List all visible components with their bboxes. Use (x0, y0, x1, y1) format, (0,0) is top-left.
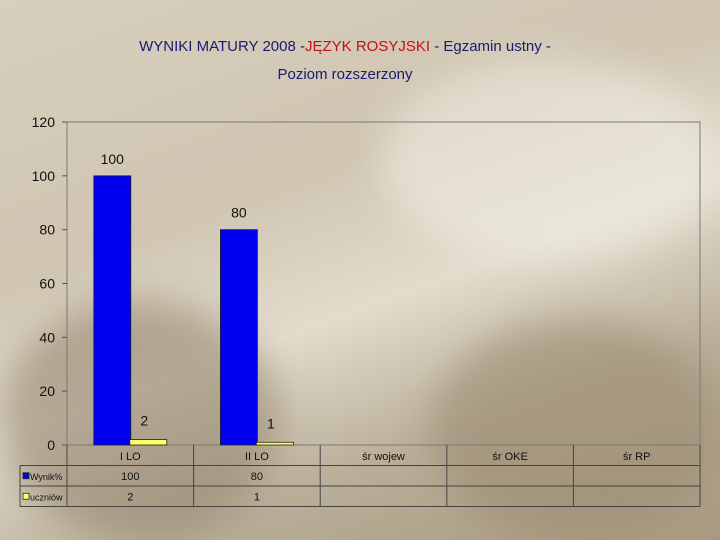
y-tick-label: 80 (39, 222, 55, 238)
y-tick-label: 100 (32, 168, 56, 184)
data-label: 2 (140, 413, 148, 429)
table-cell: 2 (127, 491, 133, 503)
y-tick-label: 40 (39, 329, 55, 345)
bar-uczniów-II LO (255, 441, 294, 446)
category-label: śr wojew (362, 451, 405, 463)
category-label: I LO (120, 451, 141, 463)
bar-uczniów-I LO (129, 439, 168, 446)
chart-subtitle: Poziom rozszerzony (277, 66, 413, 83)
bar-Wynik%-I LO (93, 175, 132, 446)
table-cell: 100 (121, 471, 139, 483)
background-shade-3 (430, 320, 720, 540)
background-shade (380, 60, 720, 260)
y-tick-label: 0 (47, 437, 55, 453)
y-tick-label: 120 (32, 114, 56, 130)
y-tick-label: 20 (39, 383, 55, 399)
y-tick-label: 60 (39, 276, 55, 292)
plot-area (66, 121, 701, 446)
chart-title: WYNIKI MATURY 2008 -JĘZYK ROSYJSKI - Egz… (139, 38, 551, 55)
table-cell: 80 (251, 471, 263, 483)
category-label: śr RP (623, 451, 651, 463)
table-cell: 1 (254, 491, 260, 503)
legend-label: Wynik% (30, 472, 62, 482)
data-label: 100 (101, 151, 125, 167)
data-label: 1 (267, 415, 275, 431)
category-label: II LO (245, 451, 269, 463)
legend-key (22, 492, 30, 500)
data-label: 80 (231, 205, 247, 221)
category-label: śr OKE (492, 451, 527, 463)
bar-Wynik%-II LO (219, 229, 258, 446)
legend-key (22, 472, 30, 480)
legend-label: uczniów (30, 492, 63, 502)
